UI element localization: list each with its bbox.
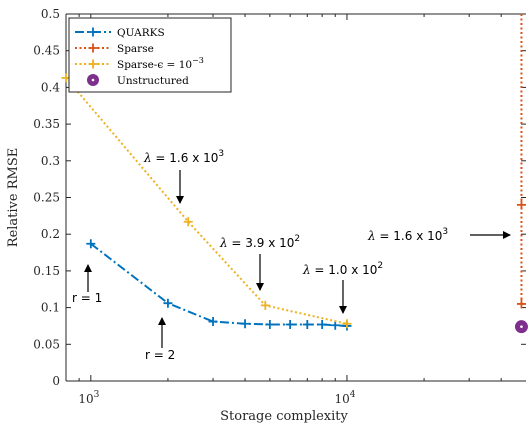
y-tick-label: 0.25 <box>33 191 60 205</box>
y-tick-label: 0.05 <box>33 337 60 351</box>
y-tick-label: 0 <box>52 374 60 388</box>
r2-annotation: r = 2 <box>145 348 175 362</box>
data-point <box>516 299 526 309</box>
data-point-center <box>520 325 523 328</box>
y-tick-label: 0.45 <box>33 44 60 58</box>
series-layer <box>61 14 528 334</box>
y-tick-label: 0.1 <box>41 301 60 315</box>
y-tick-label: 0.15 <box>33 264 60 278</box>
legend-marker-2 <box>88 59 98 69</box>
x-tick-label: 104 <box>334 390 355 406</box>
data-point <box>260 300 270 310</box>
y-tick-label: 0.4 <box>41 80 60 94</box>
y-tick-label: 0.35 <box>33 117 60 131</box>
y-axis-label: Relative RMSE <box>6 148 21 247</box>
data-point <box>285 319 295 329</box>
legend-marker-center <box>91 78 95 82</box>
legend-label-0: QUARKS <box>117 27 165 39</box>
y-tick-label: 0.2 <box>41 227 60 241</box>
y-tick-label: 0.3 <box>41 154 60 168</box>
data-point <box>516 200 526 210</box>
data-point <box>208 317 218 327</box>
lambda-annotation-2: λ = 3.9 x 102 <box>219 234 300 250</box>
y-tick-label: 0.5 <box>41 7 60 21</box>
data-point <box>302 319 312 329</box>
data-point <box>265 319 275 329</box>
legend-label-1: Sparse <box>117 43 154 55</box>
data-point <box>86 239 96 249</box>
legend-label-2: Sparse-ϵ = 10−3 <box>117 56 204 71</box>
legend-marker-1 <box>88 43 98 53</box>
lambda-annotation-1: λ = 1.6 x 103 <box>143 149 224 165</box>
x-tick-label: 103 <box>78 390 99 406</box>
data-point <box>183 217 193 227</box>
legend-label-3: Unstructured <box>117 75 189 87</box>
series-line-0 <box>90 242 348 327</box>
lambda-annotation-3: λ = 1.0 x 102 <box>302 261 383 277</box>
lambda-annotation-4: λ = 1.6 x 103 <box>367 227 448 243</box>
axes: 0 0.05 0.1 0.15 0.2 0.25 0.3 0.35 0.4 0.45 0.5 103 1… <box>6 7 526 424</box>
data-point <box>342 319 352 329</box>
data-point <box>163 298 173 308</box>
x-axis-label: Storage complexity <box>220 409 348 424</box>
data-point <box>330 320 340 330</box>
legend-marker-0 <box>88 27 98 37</box>
data-point <box>317 319 327 329</box>
legend-box <box>68 17 232 93</box>
data-point <box>240 319 250 329</box>
r1-annotation: r = 1 <box>72 291 102 305</box>
